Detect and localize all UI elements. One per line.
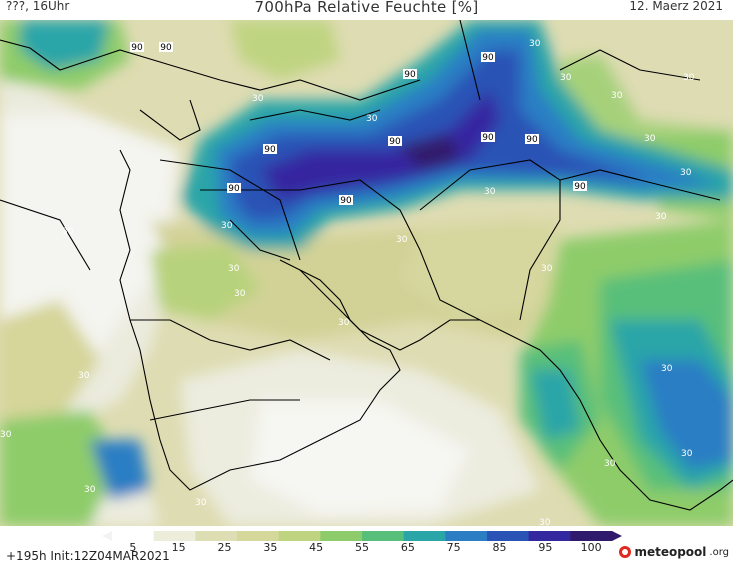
svg-text:90: 90 (482, 133, 494, 143)
contour-label-90: 90 (573, 181, 587, 192)
svg-text:90: 90 (482, 53, 494, 63)
svg-text:30: 30 (252, 94, 264, 104)
svg-text:30: 30 (62, 227, 74, 237)
colorbar-max-arrow (612, 531, 622, 541)
svg-text:90: 90 (404, 70, 416, 80)
contour-label-90: 90 (227, 183, 241, 194)
colorbar-segment (320, 531, 363, 541)
header-bar: ???, 16Uhr 700hPa Relative Feuchte [%] 1… (0, 0, 733, 20)
contour-labels-30: 30 30 30 30 30 30 30 30 30 30 30 30 30 3… (0, 39, 695, 526)
svg-text:90: 90 (228, 184, 240, 194)
contour-label-90: 90 (339, 195, 353, 206)
contour-label-90: 90 (481, 132, 495, 143)
svg-text:90: 90 (389, 137, 401, 147)
svg-text:30: 30 (221, 221, 233, 231)
colorbar-segment (528, 531, 571, 541)
contour-label-90: 90 (263, 144, 277, 155)
svg-text:30: 30 (560, 73, 572, 83)
humidity-map: 90 90 90 90 90 90 90 90 90 90 90 30 30 3… (0, 20, 733, 526)
svg-text:90: 90 (526, 135, 538, 145)
colorbar-tick-label: 100 (580, 541, 602, 554)
colorbar-tick-label: 15 (171, 541, 186, 554)
svg-text:30: 30 (604, 459, 616, 469)
svg-text:30: 30 (539, 518, 551, 526)
svg-text:30: 30 (366, 114, 378, 124)
svg-text:30: 30 (338, 318, 350, 328)
colorbar-segment (278, 531, 321, 541)
colorbar-min-arrow (102, 531, 112, 541)
svg-text:30: 30 (683, 73, 695, 83)
svg-text:30: 30 (78, 371, 90, 381)
svg-text:30: 30 (84, 485, 96, 495)
svg-text:30: 30 (541, 264, 553, 274)
forecast-time-label: ???, 16Uhr (6, 0, 70, 13)
map-title: 700hPa Relative Feuchte [%] (254, 0, 479, 16)
svg-text:30: 30 (396, 235, 408, 245)
meteopool-logo-icon (619, 546, 632, 558)
contour-label-90: 90 (159, 42, 173, 53)
svg-text:90: 90 (160, 43, 172, 53)
svg-text:30: 30 (234, 289, 246, 299)
contour-label-90: 90 (525, 134, 539, 145)
forecast-date-label: 12. Maerz 2021 (629, 0, 723, 13)
contour-labels: 90 90 90 90 90 90 90 90 90 90 90 (130, 42, 587, 206)
colorbar-tick-label: 35 (263, 541, 278, 554)
contour-label-90: 90 (481, 52, 495, 63)
colorbar-segment (112, 531, 155, 541)
svg-text:30: 30 (681, 449, 693, 459)
contour-label-90: 90 (130, 42, 144, 53)
colorbar-segment (487, 531, 530, 541)
svg-text:30: 30 (529, 39, 541, 49)
svg-text:90: 90 (340, 196, 352, 206)
svg-text:90: 90 (264, 145, 276, 155)
colorbar-segment (403, 531, 446, 541)
colorbar-tick-label: 45 (309, 541, 324, 554)
color-legend: 5 15 25 35 45 55 65 75 85 95 100 (0, 526, 733, 566)
svg-text:30: 30 (228, 264, 240, 274)
svg-text:90: 90 (574, 182, 586, 192)
colorbar-segment (153, 531, 196, 541)
colorbar-tick-label: 95 (538, 541, 553, 554)
colorbar-segment (362, 531, 405, 541)
logo-text: meteopool (634, 545, 707, 559)
svg-text:30: 30 (484, 187, 496, 197)
colorbar-tick-label: 75 (446, 541, 461, 554)
svg-text:90: 90 (131, 43, 143, 53)
colorbar-segment (445, 531, 488, 541)
colorbar-tick-label: 85 (492, 541, 507, 554)
colorbar-segment (237, 531, 280, 541)
svg-text:30: 30 (644, 134, 656, 144)
contour-label-90: 90 (388, 136, 402, 147)
run-info: +195h Init:12Z04MAR2021 (6, 549, 170, 563)
svg-text:30: 30 (680, 168, 692, 178)
logo-tld: .org (709, 546, 729, 558)
humidity-field (0, 20, 733, 526)
coastlines (0, 20, 733, 511)
meteopool-logo[interactable]: meteopool .org (619, 545, 729, 559)
svg-text:30: 30 (611, 91, 623, 101)
color-scale-bar (102, 531, 622, 541)
colorbar-tick-label: 55 (355, 541, 369, 554)
colorbar-tick-label: 25 (217, 541, 232, 554)
svg-text:30: 30 (661, 364, 673, 374)
colorbar-segment (570, 531, 613, 541)
contour-label-90: 90 (403, 69, 417, 80)
svg-text:30: 30 (195, 498, 207, 508)
svg-text:30: 30 (0, 430, 12, 440)
svg-text:30: 30 (655, 212, 667, 222)
colorbar-tick-label: 65 (400, 541, 415, 554)
colorbar-segment (195, 531, 238, 541)
colorbar-tick-label: 5 (129, 541, 137, 554)
